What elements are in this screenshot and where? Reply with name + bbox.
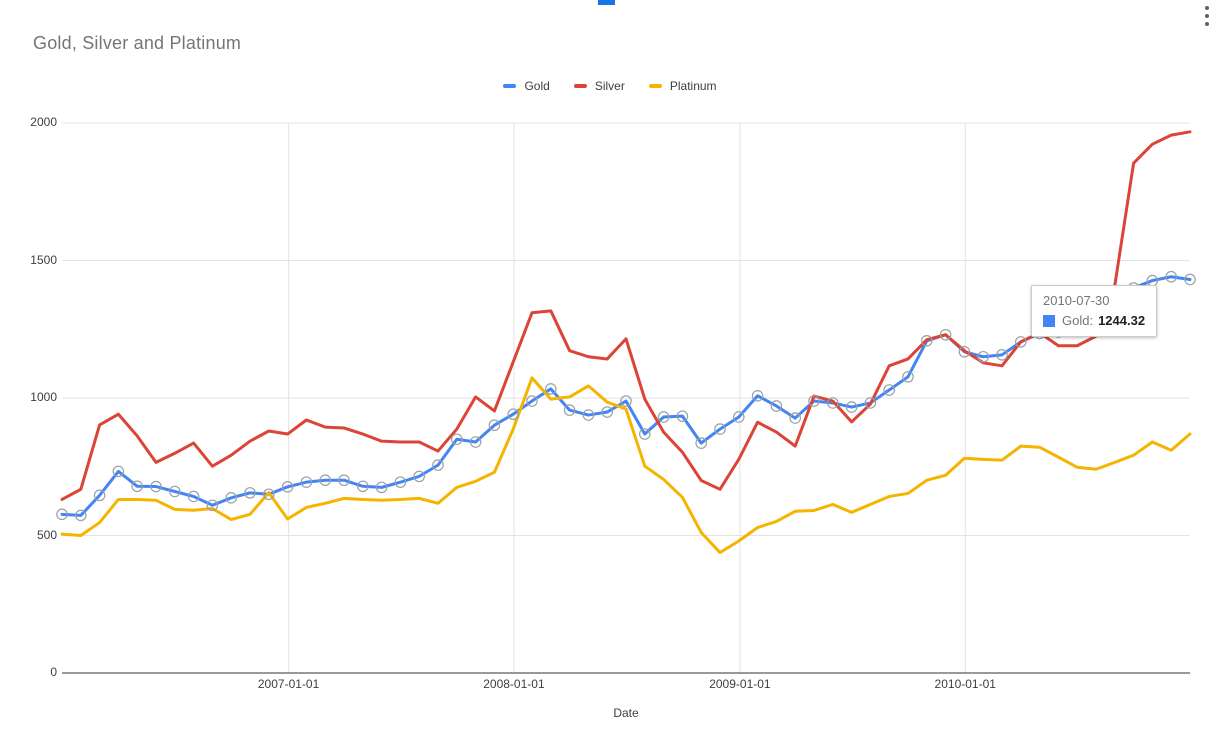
gold-point-marker[interactable] (676, 410, 689, 422)
x-axis-tick-label: 2008-01-01 (483, 677, 545, 691)
legend-label: Platinum (669, 79, 717, 93)
x-axis-tick-label: 2009-01-01 (709, 677, 771, 691)
selection-accent-bar (598, 0, 615, 5)
gold-point-marker[interactable] (977, 350, 989, 363)
gold-point-marker[interactable] (432, 459, 444, 471)
gold-point-marker[interactable] (996, 349, 1008, 361)
kebab-dot (1205, 6, 1209, 10)
gold-point-marker[interactable] (244, 487, 256, 499)
tooltip-value: 1244.32 (1098, 313, 1146, 328)
legend-item-platinum[interactable]: Platinum (648, 79, 717, 93)
gold-point-marker[interactable] (281, 481, 294, 493)
gold-point-marker[interactable] (657, 411, 670, 423)
legend-item-gold[interactable]: Gold (503, 79, 550, 93)
x-axis-tick-label: 2007-01-01 (257, 677, 320, 691)
gold-point-marker[interactable] (169, 485, 181, 498)
chart-title: Gold, Silver and Platinum (33, 33, 242, 53)
gold-point-marker[interactable] (338, 474, 350, 487)
y-axis-tick-label: 1000 (30, 390, 57, 404)
legend-swatch-icon (503, 84, 517, 88)
legend-swatch-icon (573, 84, 587, 88)
platinum-line[interactable] (60, 376, 1192, 555)
gold-point-marker[interactable] (507, 408, 519, 421)
legend: Gold Silver Platinum (0, 79, 1220, 93)
gold-point-marker[interactable] (1165, 270, 1177, 283)
gold-point-marker[interactable] (958, 345, 971, 358)
gold-point-marker[interactable] (601, 406, 613, 418)
y-axis-tick-label: 500 (36, 527, 57, 542)
gold-point-marker[interactable] (450, 433, 463, 446)
gold-point-marker[interactable] (469, 436, 482, 448)
gold-point-marker[interactable] (845, 401, 858, 413)
gold-point-marker[interactable] (225, 492, 237, 504)
gold-point-marker[interactable] (356, 480, 369, 493)
gold-point-marker[interactable] (319, 474, 331, 487)
gold-point-marker[interactable] (394, 476, 407, 488)
y-axis-tick-label: 2000 (30, 115, 57, 129)
tooltip-series-swatch-icon (1043, 314, 1055, 327)
gold-line[interactable] (60, 275, 1192, 517)
gold-point-marker[interactable] (300, 476, 313, 488)
tooltip-date: 2010-07-30 (1043, 293, 1110, 308)
gold-point-marker[interactable] (826, 397, 839, 409)
gold-point-marker[interactable] (808, 395, 820, 407)
gold-point-marker[interactable] (187, 490, 200, 503)
gold-point-marker[interactable] (526, 395, 538, 407)
kebab-dot (1205, 22, 1209, 26)
silver-line[interactable] (60, 130, 1192, 501)
gold-point-marker[interactable] (1014, 336, 1027, 348)
gold-point-marker[interactable] (751, 389, 764, 402)
gold-point-marker[interactable] (732, 411, 745, 423)
gold-point-marker[interactable] (883, 384, 895, 396)
gold-point-marker[interactable] (75, 509, 87, 522)
gold-point-marker[interactable] (638, 428, 651, 440)
gold-point-marker[interactable] (1184, 273, 1196, 286)
gold-point-marker[interactable] (714, 423, 726, 435)
gold-point-marker[interactable] (112, 465, 125, 478)
gold-point-marker[interactable] (902, 371, 914, 383)
legend-label: Gold (524, 79, 550, 93)
gold-point-marker[interactable] (150, 480, 162, 493)
y-axis-tick-label: 1500 (30, 252, 57, 267)
gold-point-marker[interactable] (789, 412, 801, 424)
legend-label: Silver (594, 79, 625, 93)
y-axis-tick-label: 0 (50, 665, 57, 679)
tooltip-series-label: Gold: (1062, 313, 1094, 328)
gold-point-marker[interactable] (864, 397, 877, 409)
legend-item-silver[interactable]: Silver (573, 79, 625, 93)
gold-point-marker[interactable] (939, 328, 952, 341)
gold-point-marker[interactable] (413, 470, 425, 483)
gold-point-marker[interactable] (262, 488, 275, 501)
gold-point-marker[interactable] (770, 400, 783, 412)
x-axis-title: Date (613, 706, 639, 720)
gold-point-marker[interactable] (920, 334, 933, 347)
tooltip: 2010-07-30 Gold: 1244.32 (1031, 285, 1158, 337)
gold-point-marker[interactable] (488, 419, 501, 432)
chart-options-menu-button[interactable] (1199, 6, 1215, 26)
gold-point-marker[interactable] (582, 409, 595, 421)
kebab-dot (1205, 14, 1209, 18)
x-axis-tick-label: 2010-01-01 (934, 677, 996, 691)
gold-point-marker[interactable] (563, 404, 576, 416)
gold-point-marker[interactable] (93, 489, 106, 502)
gold-point-marker[interactable] (56, 508, 68, 521)
gold-point-marker[interactable] (206, 499, 219, 512)
gold-point-marker[interactable] (695, 437, 707, 449)
gold-point-marker[interactable] (620, 395, 632, 407)
gold-point-marker[interactable] (544, 383, 557, 395)
gold-point-marker[interactable] (375, 481, 388, 494)
gold-point-marker[interactable] (131, 480, 143, 493)
legend-swatch-icon (648, 84, 662, 88)
